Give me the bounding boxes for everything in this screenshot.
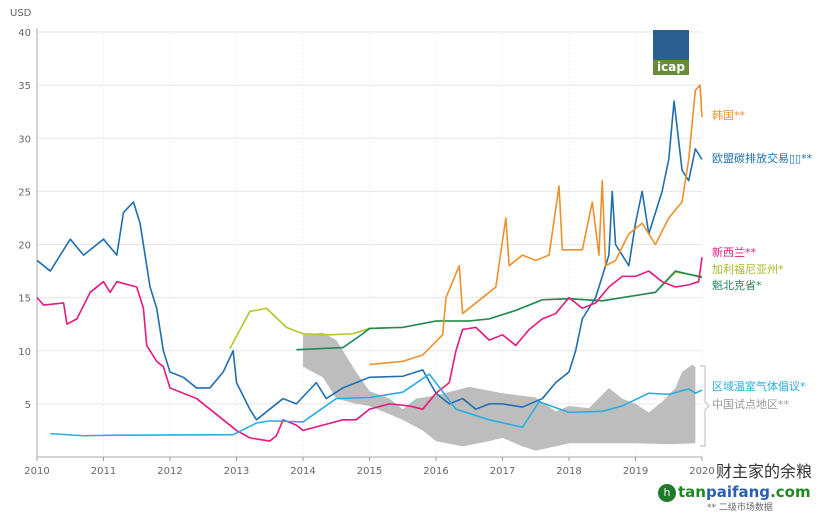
- x-tick-label: 2012: [157, 466, 182, 477]
- watermark-icon: h: [658, 484, 676, 502]
- y-tick-label: 20: [18, 241, 31, 252]
- watermark-site-a: tan: [678, 483, 706, 501]
- x-tick-label: 2018: [556, 466, 581, 477]
- y-tick-label: 30: [18, 134, 31, 145]
- china-pilots-band: [303, 332, 696, 451]
- y-tick-label: 5: [25, 400, 31, 411]
- watermark-text: 财主家的余粮: [716, 462, 813, 481]
- legend-china-pilots: 中国试点地区**: [712, 398, 789, 411]
- x-tick-label: 2015: [357, 466, 382, 477]
- legend-rggi: 区域温室气体倡议*: [712, 380, 806, 393]
- x-tick-label: 2016: [423, 466, 448, 477]
- legend-korea: 韩国**: [712, 109, 745, 122]
- footnote: ** 二级市场数据: [707, 503, 773, 513]
- y-axis-label: USD: [10, 8, 32, 19]
- watermark-site-c: .com: [770, 483, 811, 501]
- x-tick-label: 2010: [24, 466, 49, 477]
- y-tick-label: 40: [18, 28, 31, 39]
- legend-eu-ets: 欧盟碳排放交易▯▯**: [712, 152, 813, 165]
- x-tick-label: 2014: [290, 466, 315, 477]
- new-zealand-line: [36, 257, 703, 442]
- x-tick-label: 2017: [490, 466, 515, 477]
- china-bracket: [700, 365, 710, 447]
- x-tick-label: 2013: [224, 466, 249, 477]
- x-tick-label: 2011: [91, 466, 116, 477]
- legend-new-zealand: 新西兰**: [712, 246, 756, 259]
- watermark-site: tanpaifang.com: [678, 484, 811, 501]
- x-tick-label: 2019: [623, 466, 648, 477]
- rggi-line: [50, 373, 703, 437]
- eu-ets-line: [36, 100, 703, 421]
- quebec-line: [296, 270, 703, 351]
- y-tick-label: 15: [18, 294, 31, 305]
- icap-logo: icap: [653, 30, 689, 75]
- watermark-site-b: paifang: [705, 483, 771, 501]
- y-tick-label: 10: [18, 347, 31, 358]
- y-tick-label: 35: [18, 81, 31, 92]
- x-tick-label: 2020: [689, 466, 714, 477]
- legend-california: 加利福尼亚州*: [712, 263, 784, 276]
- korea-line: [369, 84, 703, 366]
- legend-quebec: 魁北克省*: [712, 279, 762, 292]
- y-tick-label: 25: [18, 187, 31, 198]
